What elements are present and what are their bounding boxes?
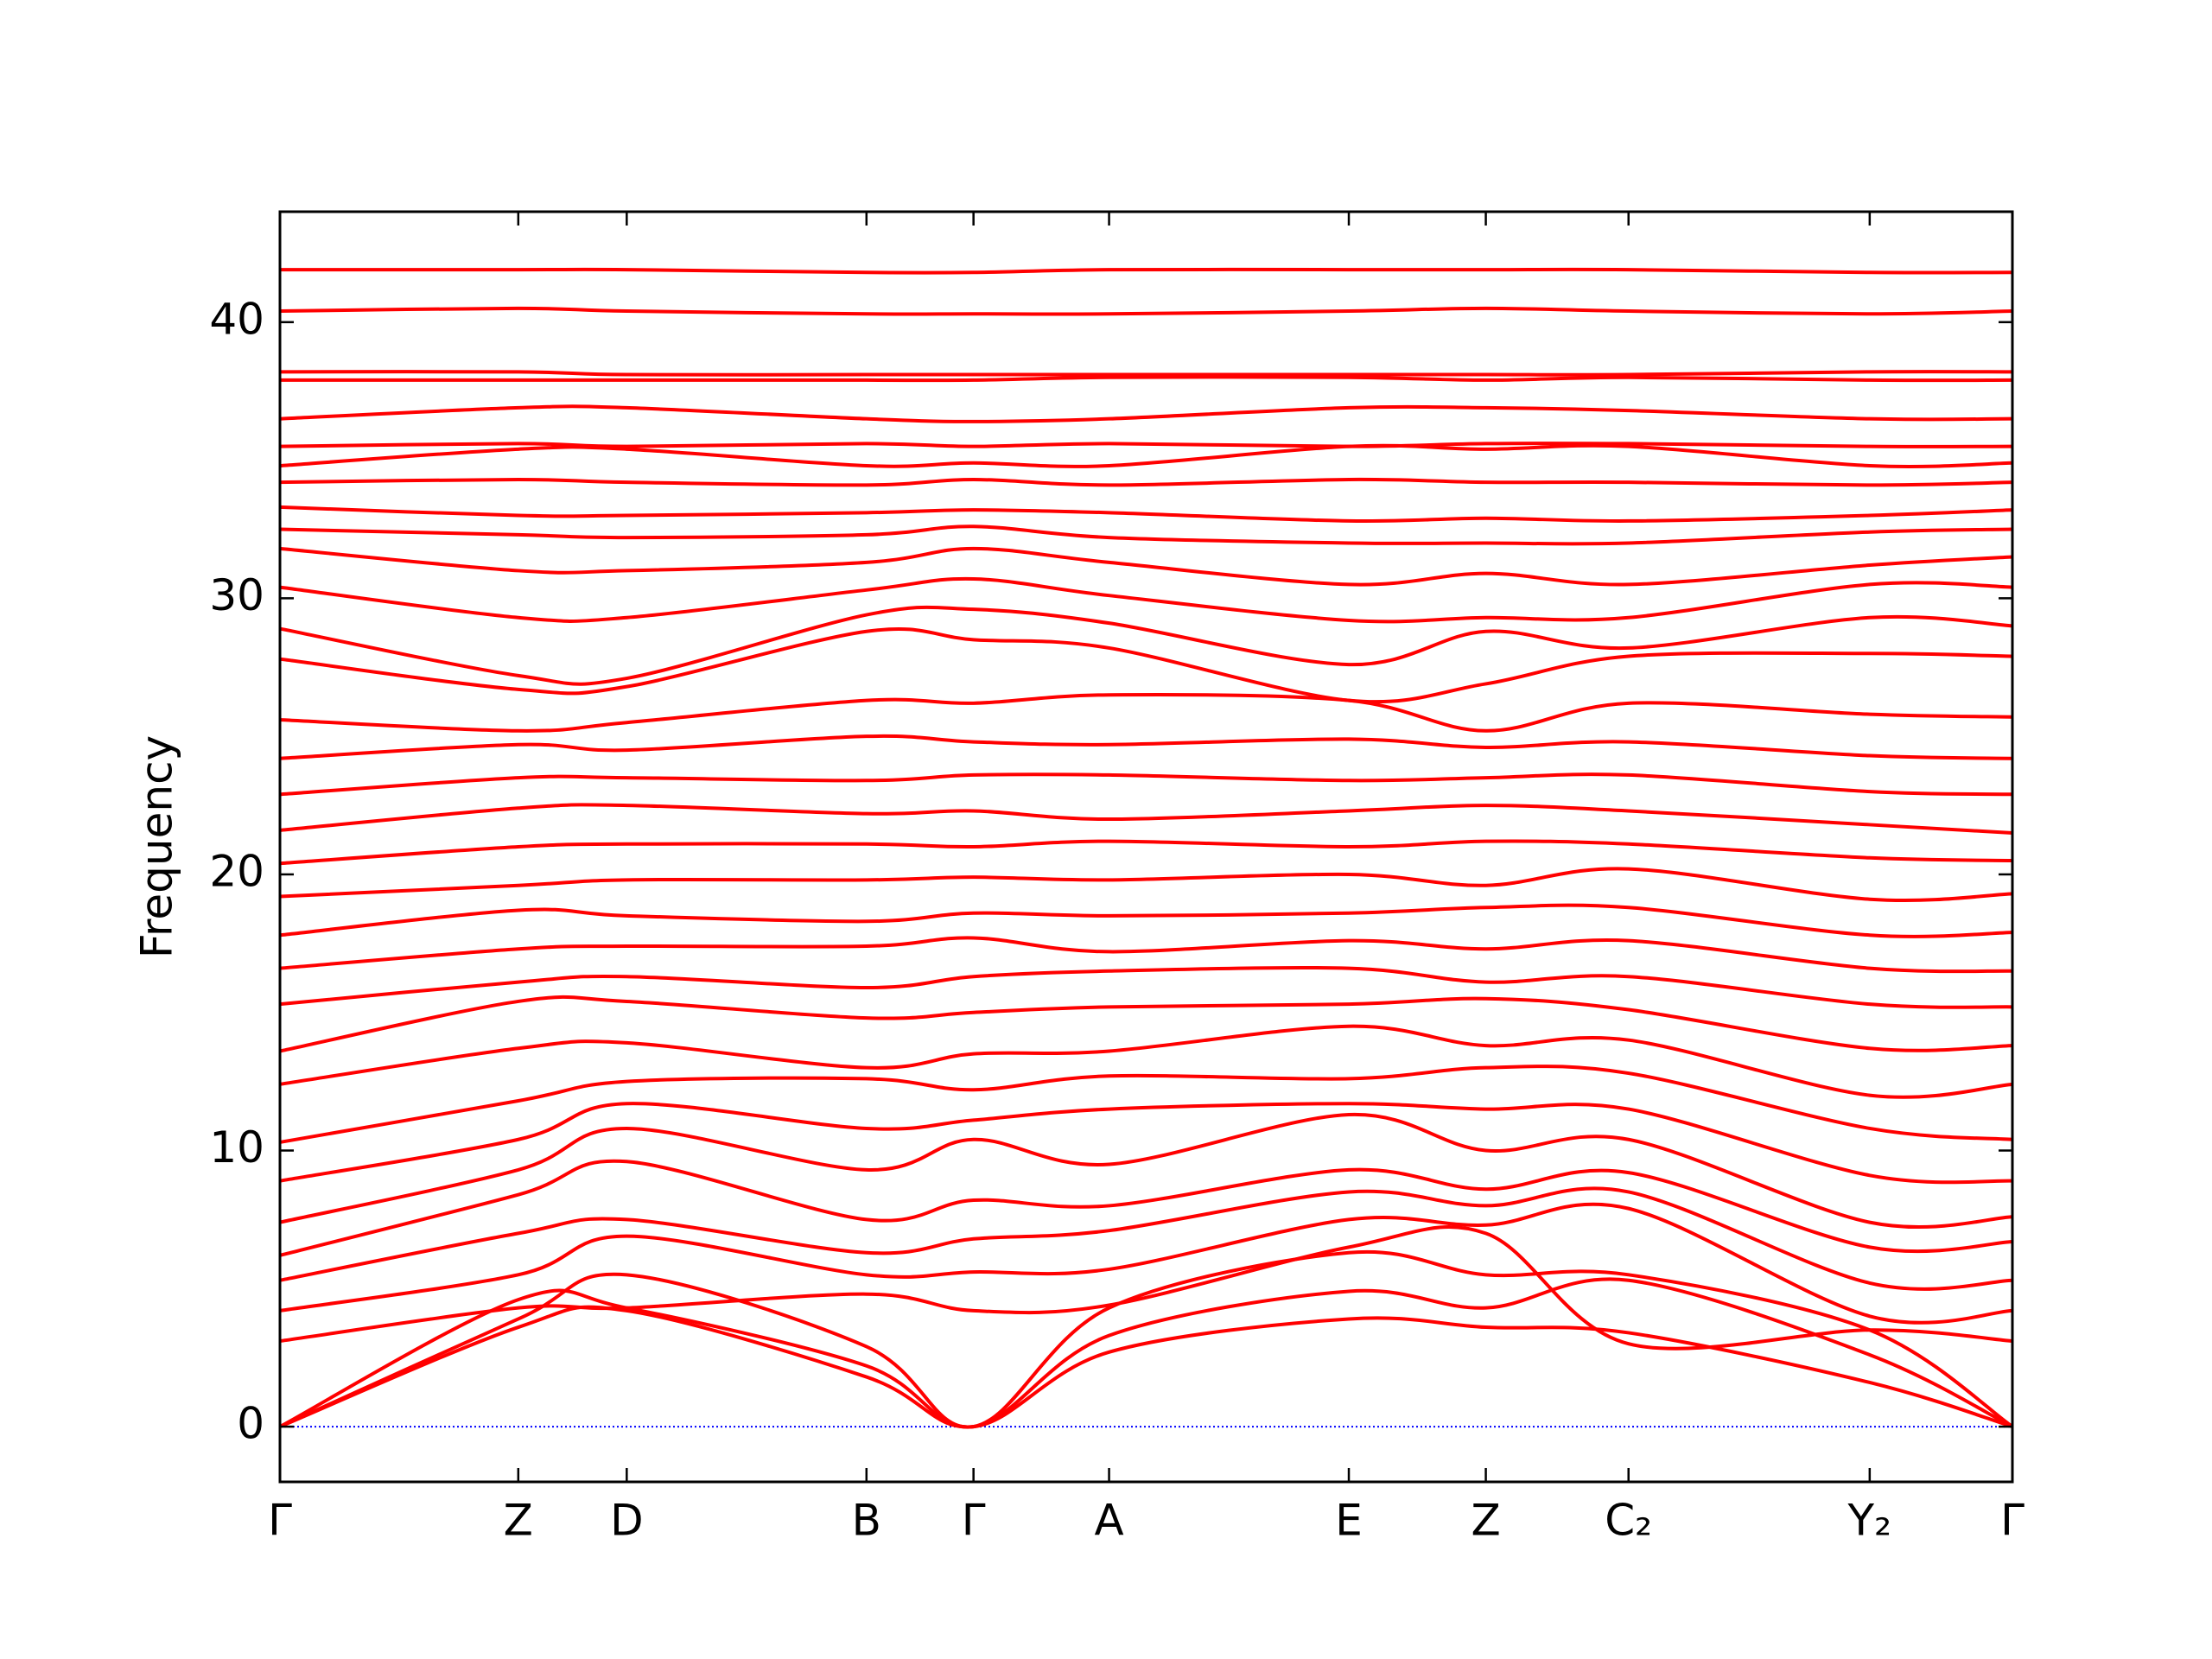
x-tick-label: Z (1471, 1496, 1500, 1546)
band-line (279, 370, 2013, 377)
band-line (279, 734, 2013, 760)
band-line (279, 404, 2013, 423)
x-tick-label: D (610, 1496, 644, 1546)
y-axis-label: Frequency (132, 735, 182, 958)
y-tick-label: 40 (209, 294, 264, 344)
band-line (279, 803, 2013, 836)
band-line (279, 1102, 2013, 1185)
x-tick-label: A (1094, 1496, 1123, 1546)
band-line (279, 1065, 2013, 1144)
x-tick-label: C₂ (1605, 1496, 1652, 1546)
band-line (279, 1159, 2013, 1257)
band-line (279, 693, 2013, 733)
x-tick-label: Γ (268, 1496, 292, 1546)
band-line (279, 1277, 2013, 1429)
band-line (279, 965, 2013, 1009)
x-tick-label: B (852, 1496, 881, 1546)
band-line (280, 375, 2013, 383)
y-tick-label: 10 (209, 1122, 264, 1173)
band-line (279, 903, 2013, 938)
band-line (279, 1202, 2013, 1325)
band-line (279, 576, 2013, 624)
x-tick-label: Y₂ (1847, 1496, 1892, 1546)
band-line (279, 1224, 2013, 1351)
band-line (279, 477, 2013, 487)
x-tick-label: Γ (962, 1496, 986, 1546)
y-tick-label: 0 (237, 1399, 264, 1449)
plot-frame (278, 210, 2014, 1484)
band-line (279, 772, 2013, 797)
band-line (279, 546, 2013, 587)
band-line (279, 1024, 2013, 1099)
band-line (279, 605, 2013, 686)
x-tick-label: Γ (2000, 1496, 2024, 1546)
x-tick-label: E (1335, 1496, 1363, 1546)
band-line (279, 306, 2013, 316)
band-line (279, 505, 2013, 524)
band-line (279, 839, 2013, 866)
y-tick-label: 20 (209, 846, 264, 896)
band-line (279, 1112, 2013, 1230)
band-line (279, 1249, 2014, 1429)
y-tick-label: 30 (209, 570, 264, 620)
band-line (279, 1186, 2013, 1291)
x-tick-label: Z (504, 1496, 533, 1546)
band-line (279, 442, 2013, 448)
band-line (279, 995, 2013, 1053)
band-line (279, 626, 2013, 704)
band-line (279, 443, 2013, 468)
band-line (279, 867, 2013, 902)
band-line (279, 936, 2013, 974)
band-line (279, 267, 2013, 275)
band-line (279, 524, 2013, 546)
